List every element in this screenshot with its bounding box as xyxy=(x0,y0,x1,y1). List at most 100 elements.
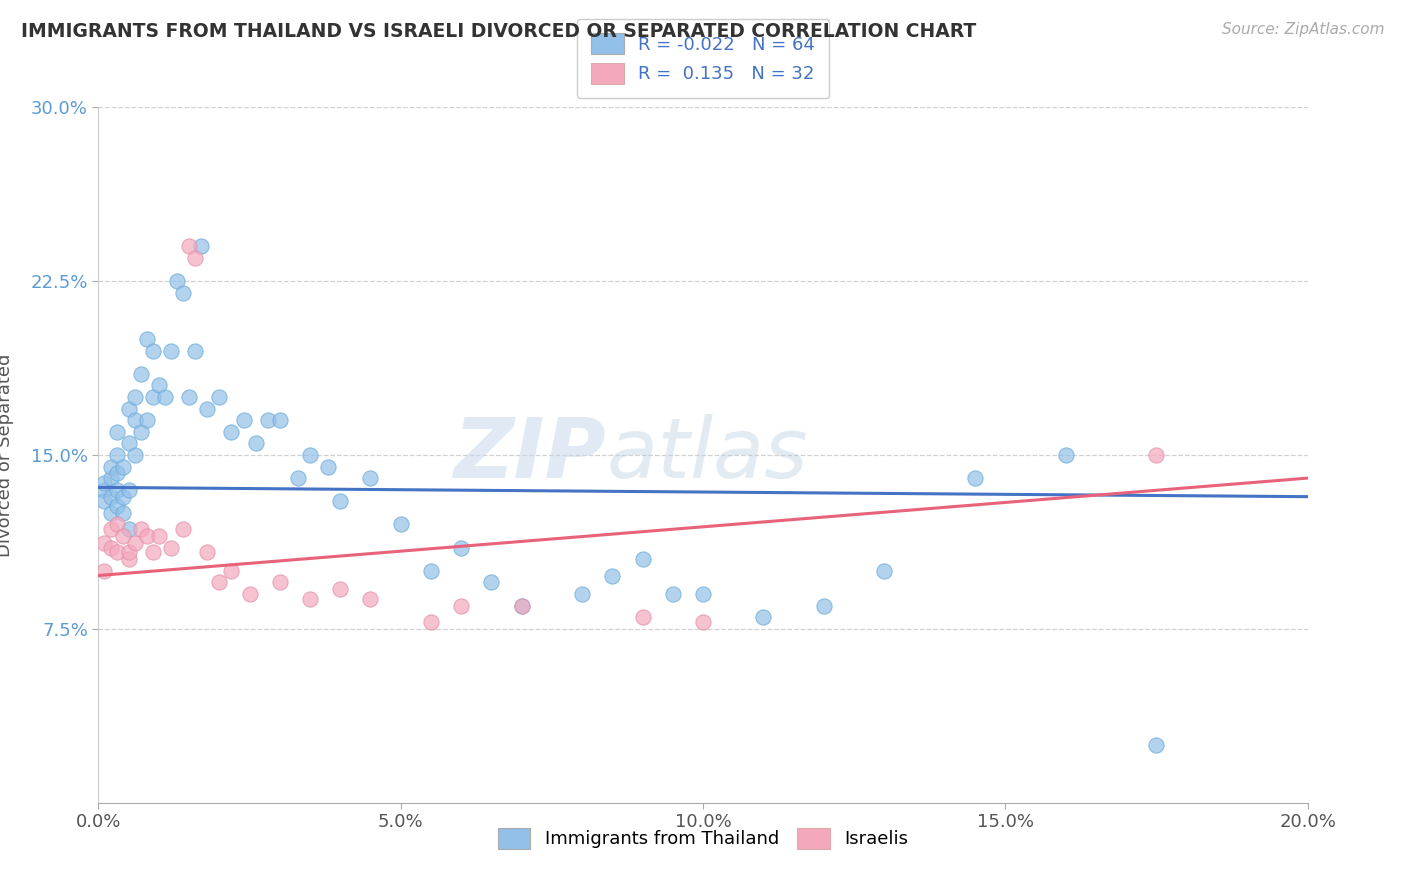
Point xyxy=(692,587,714,601)
Point xyxy=(160,541,183,555)
Point xyxy=(221,564,243,578)
Point xyxy=(118,552,141,566)
Point xyxy=(160,343,183,358)
Point xyxy=(631,552,654,566)
Point xyxy=(195,545,218,559)
Point xyxy=(105,499,128,513)
Point xyxy=(232,413,254,427)
Point xyxy=(105,483,128,497)
Point xyxy=(571,587,593,601)
Point xyxy=(1144,738,1167,752)
Point xyxy=(105,545,128,559)
Point xyxy=(118,522,141,536)
Point xyxy=(420,564,443,578)
Point xyxy=(135,413,157,427)
Point xyxy=(135,529,157,543)
Point xyxy=(692,615,714,629)
Point xyxy=(118,436,141,450)
Point xyxy=(172,522,194,536)
Point xyxy=(329,582,352,597)
Text: Source: ZipAtlas.com: Source: ZipAtlas.com xyxy=(1222,22,1385,37)
Point xyxy=(1144,448,1167,462)
Point xyxy=(124,448,146,462)
Point xyxy=(111,529,134,543)
Point xyxy=(195,401,218,416)
Point xyxy=(118,545,141,559)
Point xyxy=(100,459,122,474)
Point xyxy=(602,568,624,582)
Point xyxy=(153,390,176,404)
Point xyxy=(148,378,170,392)
Point xyxy=(813,599,835,613)
Point xyxy=(124,536,146,550)
Point xyxy=(450,541,472,555)
Point xyxy=(360,591,382,606)
Point xyxy=(105,517,128,532)
Point xyxy=(299,448,322,462)
Point xyxy=(329,494,352,508)
Point xyxy=(389,517,412,532)
Point xyxy=(299,591,322,606)
Point xyxy=(93,536,115,550)
Point xyxy=(450,599,472,613)
Point xyxy=(269,413,291,427)
Point xyxy=(100,471,122,485)
Point xyxy=(111,459,134,474)
Point xyxy=(100,490,122,504)
Point xyxy=(221,425,243,439)
Point xyxy=(631,610,654,624)
Point xyxy=(124,413,146,427)
Point xyxy=(100,541,122,555)
Text: IMMIGRANTS FROM THAILAND VS ISRAELI DIVORCED OR SEPARATED CORRELATION CHART: IMMIGRANTS FROM THAILAND VS ISRAELI DIVO… xyxy=(21,22,976,41)
Point xyxy=(93,494,115,508)
Point xyxy=(873,564,896,578)
Point xyxy=(420,615,443,629)
Text: atlas: atlas xyxy=(606,415,808,495)
Point xyxy=(269,575,291,590)
Point xyxy=(111,490,134,504)
Point xyxy=(93,564,115,578)
Point xyxy=(129,367,152,381)
Point xyxy=(135,332,157,346)
Point xyxy=(118,483,141,497)
Point xyxy=(184,251,207,265)
Point xyxy=(661,587,683,601)
Point xyxy=(105,467,128,481)
Point xyxy=(142,545,165,559)
Point xyxy=(481,575,503,590)
Point xyxy=(287,471,309,485)
Point xyxy=(105,425,128,439)
Legend: Immigrants from Thailand, Israelis: Immigrants from Thailand, Israelis xyxy=(484,814,922,863)
Point xyxy=(510,599,533,613)
Point xyxy=(256,413,278,427)
Point xyxy=(510,599,533,613)
Point xyxy=(129,522,152,536)
Point xyxy=(111,506,134,520)
Point xyxy=(179,239,201,253)
Point xyxy=(93,483,115,497)
Point xyxy=(239,587,262,601)
Point xyxy=(360,471,382,485)
Point xyxy=(142,343,165,358)
Point xyxy=(129,425,152,439)
Point xyxy=(316,459,339,474)
Point xyxy=(124,390,146,404)
Point xyxy=(179,390,201,404)
Point xyxy=(105,448,128,462)
Point xyxy=(184,343,207,358)
Point xyxy=(118,401,141,416)
Point xyxy=(245,436,267,450)
Y-axis label: Divorced or Separated: Divorced or Separated xyxy=(0,353,14,557)
Point xyxy=(190,239,212,253)
Point xyxy=(172,285,194,300)
Point xyxy=(100,506,122,520)
Point xyxy=(100,522,122,536)
Text: ZIP: ZIP xyxy=(454,415,606,495)
Point xyxy=(1054,448,1077,462)
Point xyxy=(208,390,231,404)
Point xyxy=(142,390,165,404)
Point xyxy=(93,475,115,490)
Point xyxy=(166,274,188,288)
Point xyxy=(208,575,231,590)
Point xyxy=(752,610,775,624)
